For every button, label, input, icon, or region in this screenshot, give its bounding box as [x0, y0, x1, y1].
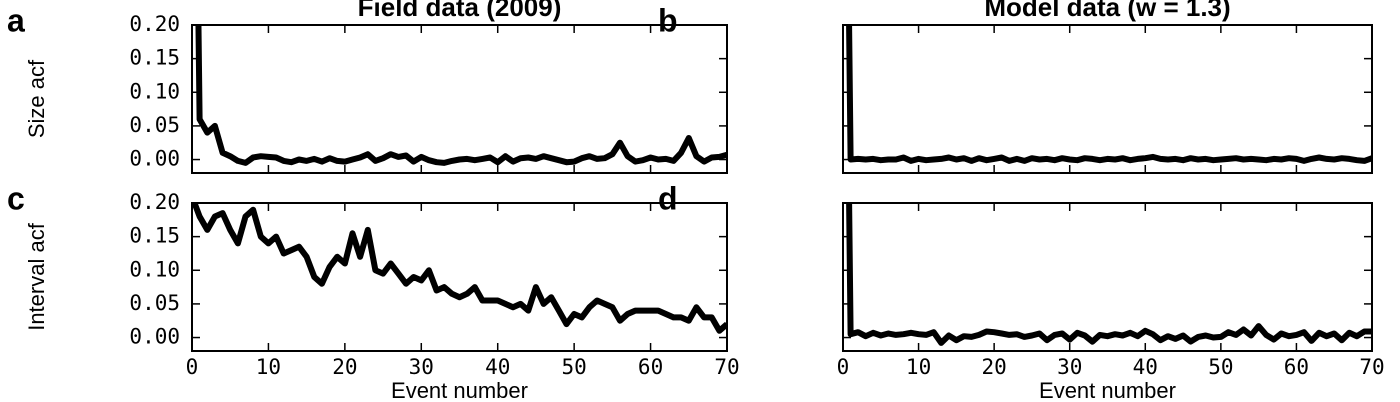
- x-tick-label: 50: [561, 355, 586, 379]
- acf-line: [846, 25, 1372, 164]
- y-tick-label: 0.00: [129, 325, 180, 349]
- y-tick-label: 0.15: [129, 46, 180, 70]
- plot-frame: [191, 24, 728, 174]
- chart-title: Field data (2009): [358, 0, 562, 22]
- x-tick-label: 40: [1133, 355, 1158, 379]
- x-tick-label: 50: [1208, 355, 1233, 379]
- x-tick-label: 70: [1359, 355, 1384, 379]
- acf-line: [846, 203, 1372, 346]
- y-tick-label: 0.05: [129, 291, 180, 315]
- x-tick-label: 60: [638, 355, 663, 379]
- y-axis-label: Size acf: [24, 59, 49, 138]
- plot-frame: [191, 202, 728, 352]
- x-tick-label: 60: [1284, 355, 1309, 379]
- x-tick-label: 40: [485, 355, 510, 379]
- y-tick-label: 0.20: [129, 12, 180, 36]
- y-tick-label: 0.20: [129, 190, 180, 214]
- acf-line: [195, 25, 727, 166]
- x-tick-label: 30: [1057, 355, 1082, 379]
- panel-label: a: [7, 2, 25, 38]
- y-axis-label: Interval acf: [24, 222, 49, 330]
- chart-title: Model data (w = 1.3): [984, 0, 1230, 22]
- y-tick-label: 0.15: [129, 224, 180, 248]
- x-tick-label: 30: [409, 355, 434, 379]
- panel-label: d: [658, 180, 678, 216]
- x-tick-label: 0: [837, 355, 850, 379]
- y-tick-label: 0.10: [129, 79, 180, 103]
- x-tick-label: 10: [906, 355, 931, 379]
- x-tick-label: 10: [256, 355, 281, 379]
- plot-frame: [842, 202, 1373, 352]
- x-tick-label: 70: [714, 355, 739, 379]
- x-axis-label: Event number: [391, 378, 528, 402]
- y-tick-label: 0.05: [129, 113, 180, 137]
- panel-label: b: [658, 2, 678, 38]
- y-tick-label: 0.10: [129, 257, 180, 281]
- plot-frame: [842, 24, 1373, 174]
- y-tick-label: 0.00: [129, 147, 180, 171]
- x-axis-label: Event number: [1039, 378, 1176, 402]
- x-tick-label: 0: [186, 355, 199, 379]
- acf-line: [192, 203, 727, 334]
- x-tick-label: 20: [981, 355, 1006, 379]
- panel-label: c: [7, 180, 25, 216]
- x-tick-label: 20: [332, 355, 357, 379]
